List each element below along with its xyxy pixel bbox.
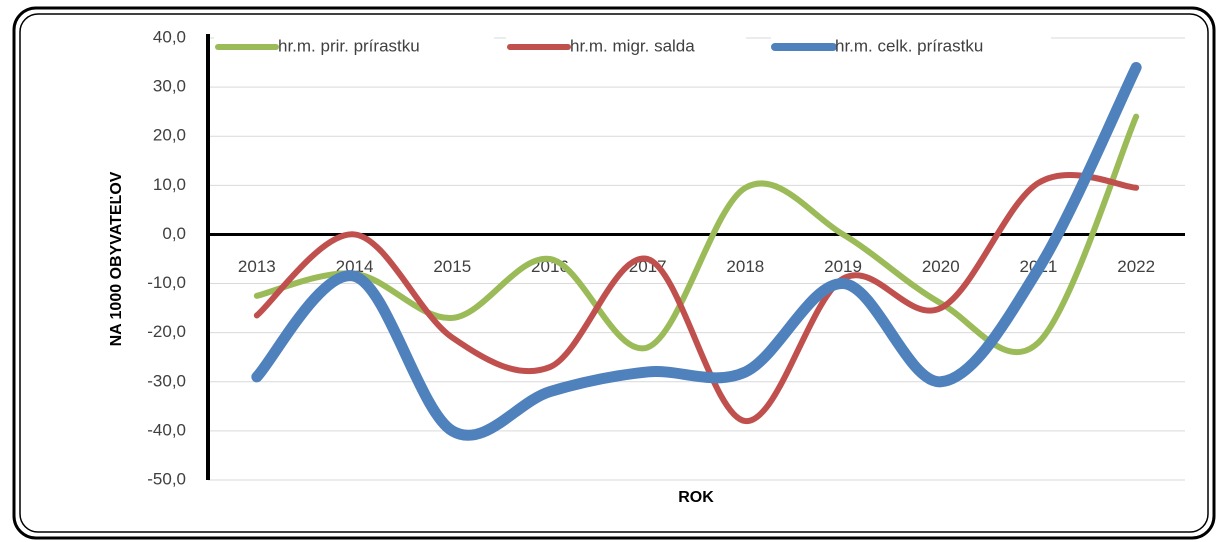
x-tick-label: 2013 [238,257,276,276]
chart-frame [12,6,1216,540]
series-line [253,171,1140,425]
y-tick-label: 40,0 [153,27,186,46]
y-tick-label: -40,0 [147,420,186,439]
x-tick-label: 2020 [922,257,960,276]
legend-bg [771,36,1051,58]
x-axis-title: ROK [678,489,714,506]
y-tick-label: 30,0 [153,77,186,96]
legend-label: hr.m. prir. prírastku [278,36,420,55]
x-tick-label: 2018 [726,257,764,276]
y-tick-label: 10,0 [153,175,186,194]
y-axis-title: NA 1000 OBYVATEĽOV [108,171,125,346]
y-tick-label: 20,0 [153,126,186,145]
legend-label: hr.m. migr. salda [570,36,695,55]
series-line [251,61,1142,441]
y-tick-label: 0,0 [162,224,186,243]
y-tick-label: -50,0 [147,469,186,488]
x-tick-label: 2019 [824,257,862,276]
chart-frame-inner [19,13,1209,533]
legend-label: hr.m. celk. prírastku [835,36,983,55]
x-tick-label: 2015 [433,257,471,276]
legend-bg [214,36,494,58]
x-tick-label: 2022 [1117,257,1155,276]
y-tick-label: -10,0 [147,273,186,292]
legend-bg [506,36,746,58]
y-tick-label: -20,0 [147,322,186,341]
y-tick-label: -30,0 [147,371,186,390]
